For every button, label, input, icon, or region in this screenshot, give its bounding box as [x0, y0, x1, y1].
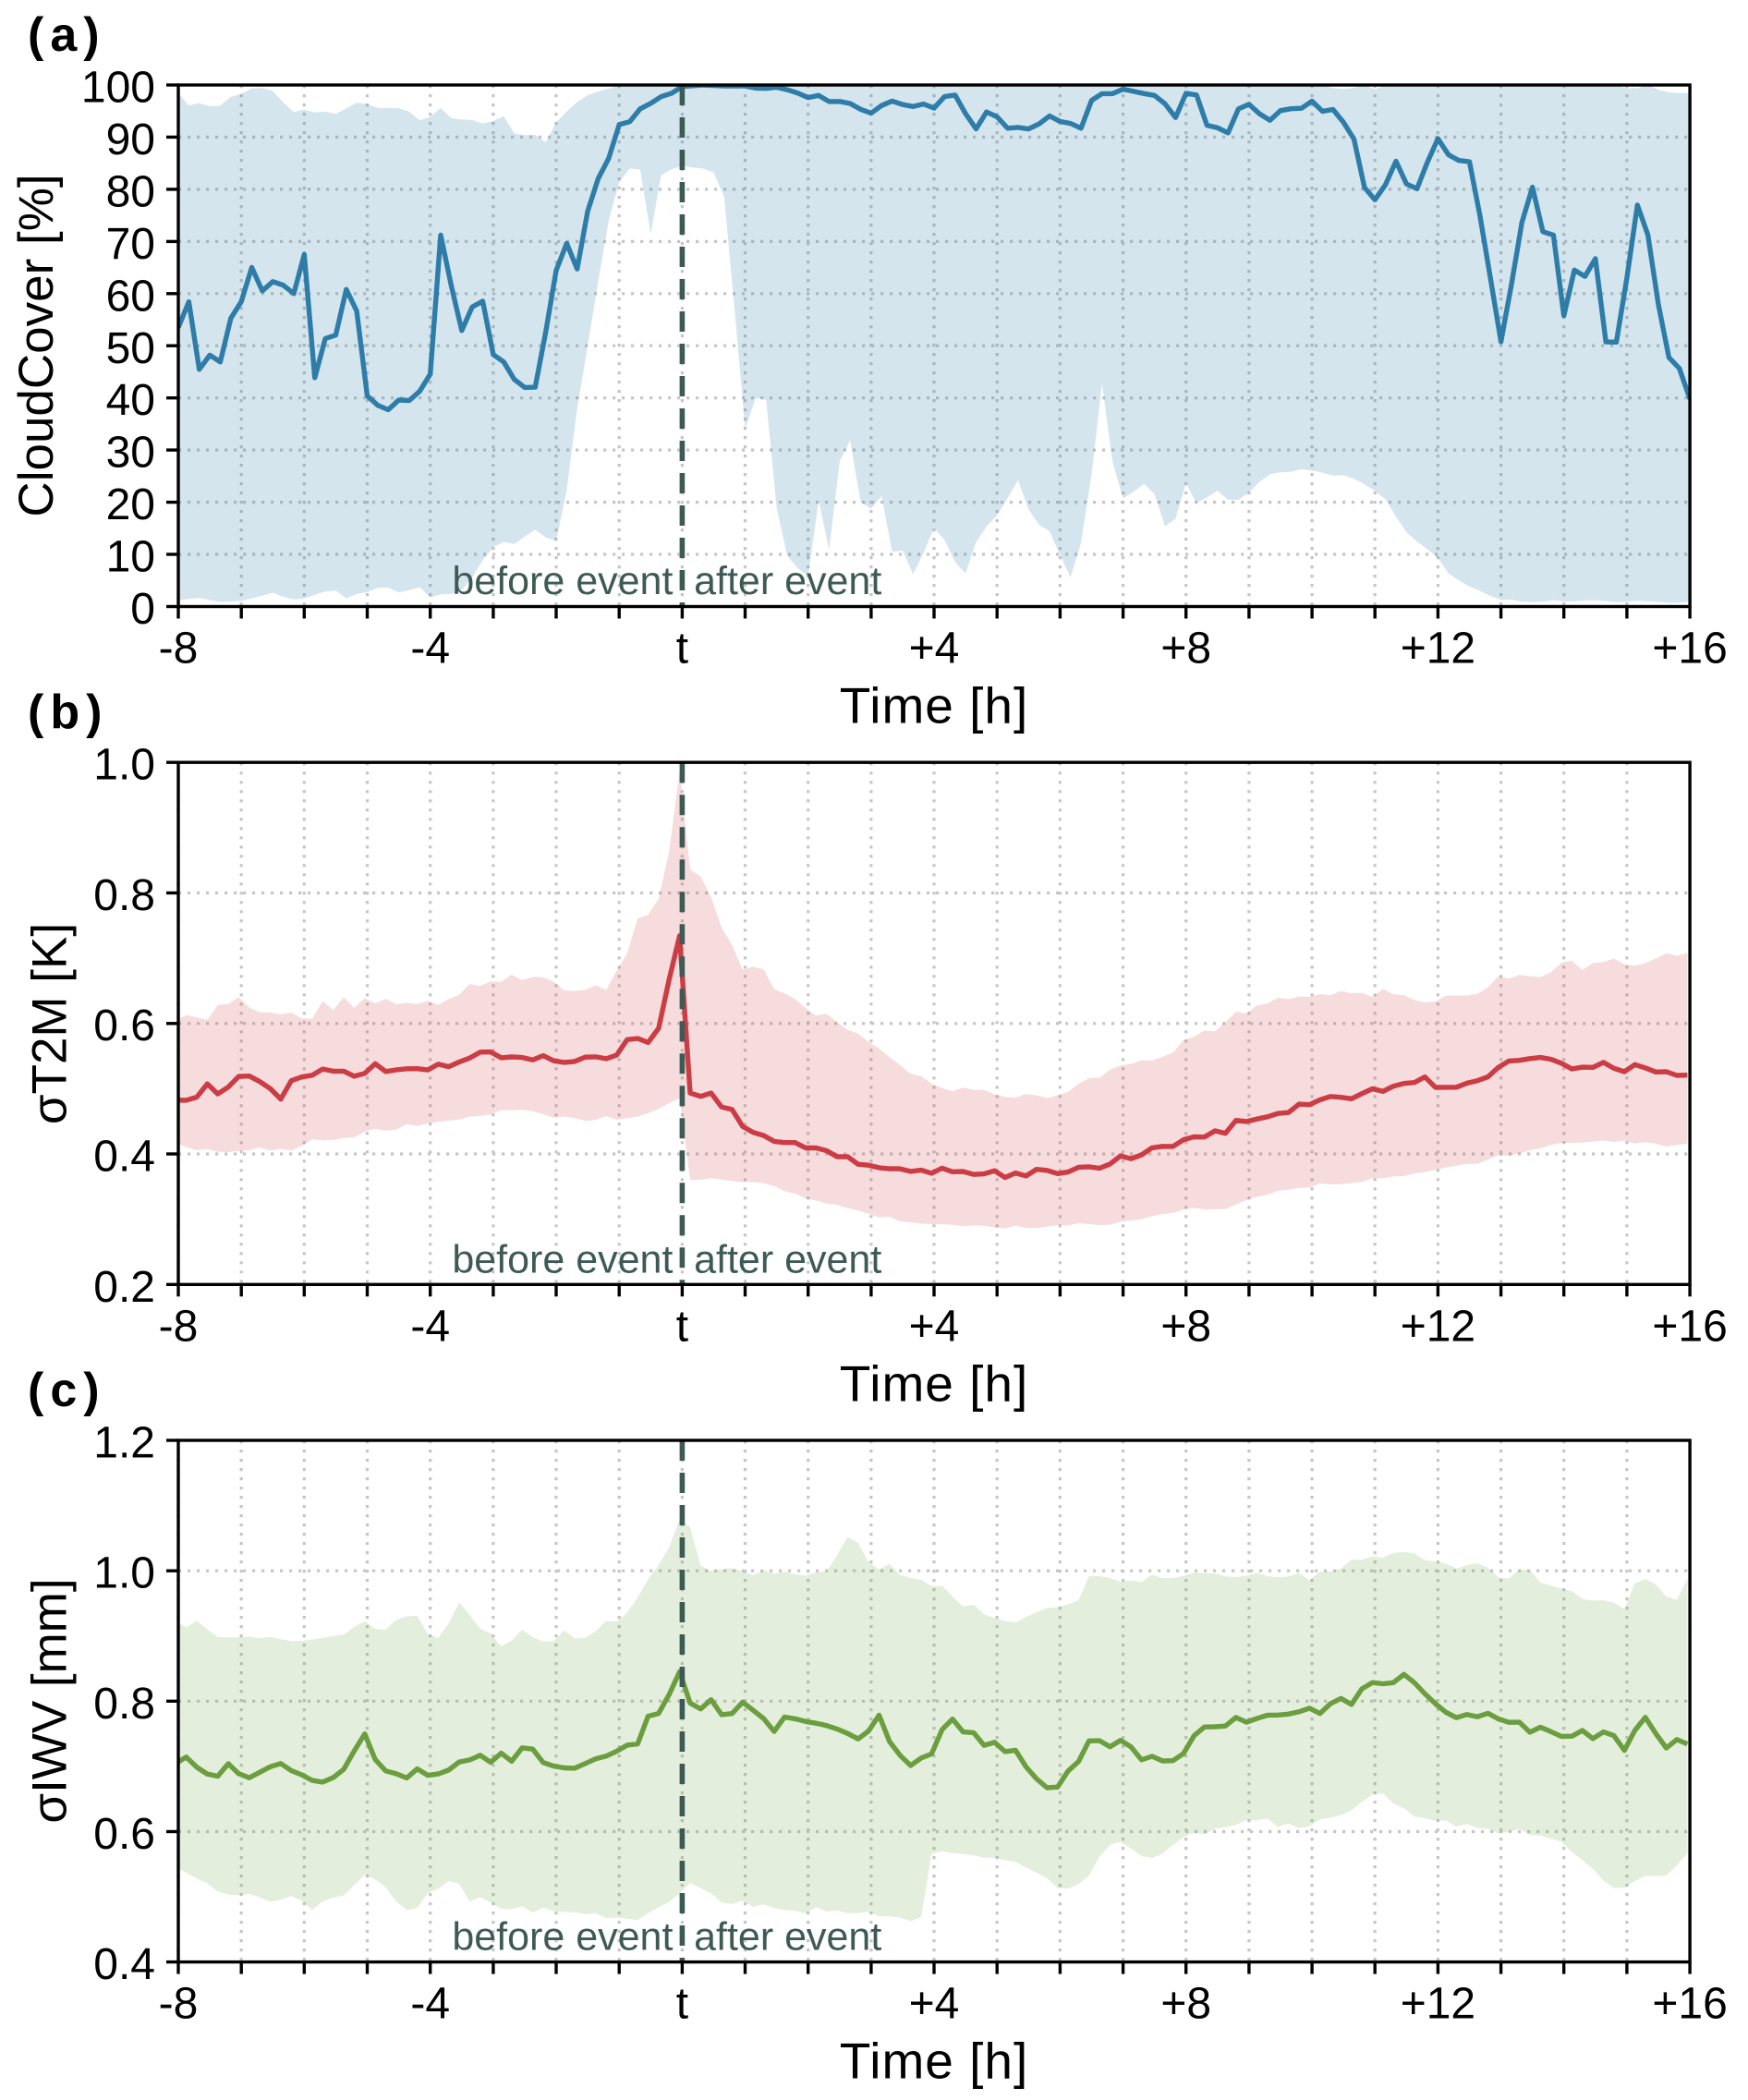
svg-text:σIWV [mm]: σIWV [mm] — [23, 1578, 78, 1823]
svg-text:1.0: 1.0 — [93, 1549, 155, 1598]
svg-text:40: 40 — [106, 376, 155, 425]
svg-text:1.0: 1.0 — [93, 741, 155, 790]
svg-text:0.6: 0.6 — [93, 1810, 155, 1859]
svg-text:after event: after event — [694, 1915, 881, 1960]
svg-text:0.4: 0.4 — [93, 1133, 155, 1182]
svg-text:after event: after event — [694, 1237, 881, 1281]
svg-text:+8: +8 — [1160, 1302, 1211, 1351]
svg-text:+16: +16 — [1652, 625, 1727, 674]
svg-text:+12: +12 — [1401, 1302, 1475, 1351]
svg-text:-4: -4 — [410, 1980, 450, 2029]
svg-text:-4: -4 — [410, 625, 450, 674]
svg-text:σT2M [K]: σT2M [K] — [23, 923, 78, 1124]
svg-text:Time [h]: Time [h] — [840, 1354, 1029, 1412]
svg-text:0.2: 0.2 — [93, 1263, 155, 1312]
svg-text:+12: +12 — [1401, 625, 1475, 674]
svg-text:(c): (c) — [28, 1364, 106, 1417]
svg-text:t: t — [676, 1302, 688, 1351]
svg-text:50: 50 — [106, 324, 155, 373]
svg-text:after event: after event — [694, 559, 881, 603]
svg-text:+16: +16 — [1652, 1302, 1727, 1351]
svg-text:before event: before event — [452, 559, 673, 603]
svg-text:80: 80 — [106, 167, 155, 216]
svg-text:-8: -8 — [159, 1302, 199, 1351]
svg-text:(b): (b) — [28, 686, 108, 739]
svg-text:Time [h]: Time [h] — [840, 2033, 1029, 2090]
svg-text:t: t — [676, 1980, 688, 2029]
svg-text:30: 30 — [106, 429, 155, 478]
svg-text:+8: +8 — [1160, 625, 1211, 674]
svg-text:t: t — [676, 625, 688, 674]
svg-text:100: 100 — [81, 64, 155, 113]
svg-text:(a): (a) — [28, 8, 106, 62]
svg-text:0: 0 — [130, 585, 155, 634]
svg-text:+4: +4 — [909, 625, 960, 674]
svg-text:20: 20 — [106, 480, 155, 529]
svg-text:+12: +12 — [1401, 1980, 1475, 2029]
svg-text:-4: -4 — [410, 1302, 450, 1351]
svg-text:+16: +16 — [1652, 1980, 1727, 2029]
svg-text:CloudCover [%]: CloudCover [%] — [9, 174, 64, 516]
svg-text:0.4: 0.4 — [93, 1940, 155, 1989]
svg-text:+8: +8 — [1160, 1980, 1211, 2029]
svg-text:1.2: 1.2 — [93, 1419, 155, 1468]
svg-text:0.8: 0.8 — [93, 1680, 155, 1729]
svg-text:before event: before event — [452, 1237, 673, 1281]
svg-text:60: 60 — [106, 272, 155, 321]
svg-text:before event: before event — [452, 1915, 673, 1960]
svg-text:0.6: 0.6 — [93, 1001, 155, 1050]
svg-text:90: 90 — [106, 115, 155, 164]
svg-text:10: 10 — [106, 533, 155, 582]
svg-text:-8: -8 — [159, 625, 199, 674]
svg-text:70: 70 — [106, 220, 155, 269]
svg-text:+4: +4 — [909, 1302, 960, 1351]
svg-text:Time [h]: Time [h] — [840, 677, 1029, 734]
svg-text:+4: +4 — [909, 1980, 960, 2029]
svg-text:0.8: 0.8 — [93, 871, 155, 920]
svg-text:-8: -8 — [159, 1980, 199, 2029]
